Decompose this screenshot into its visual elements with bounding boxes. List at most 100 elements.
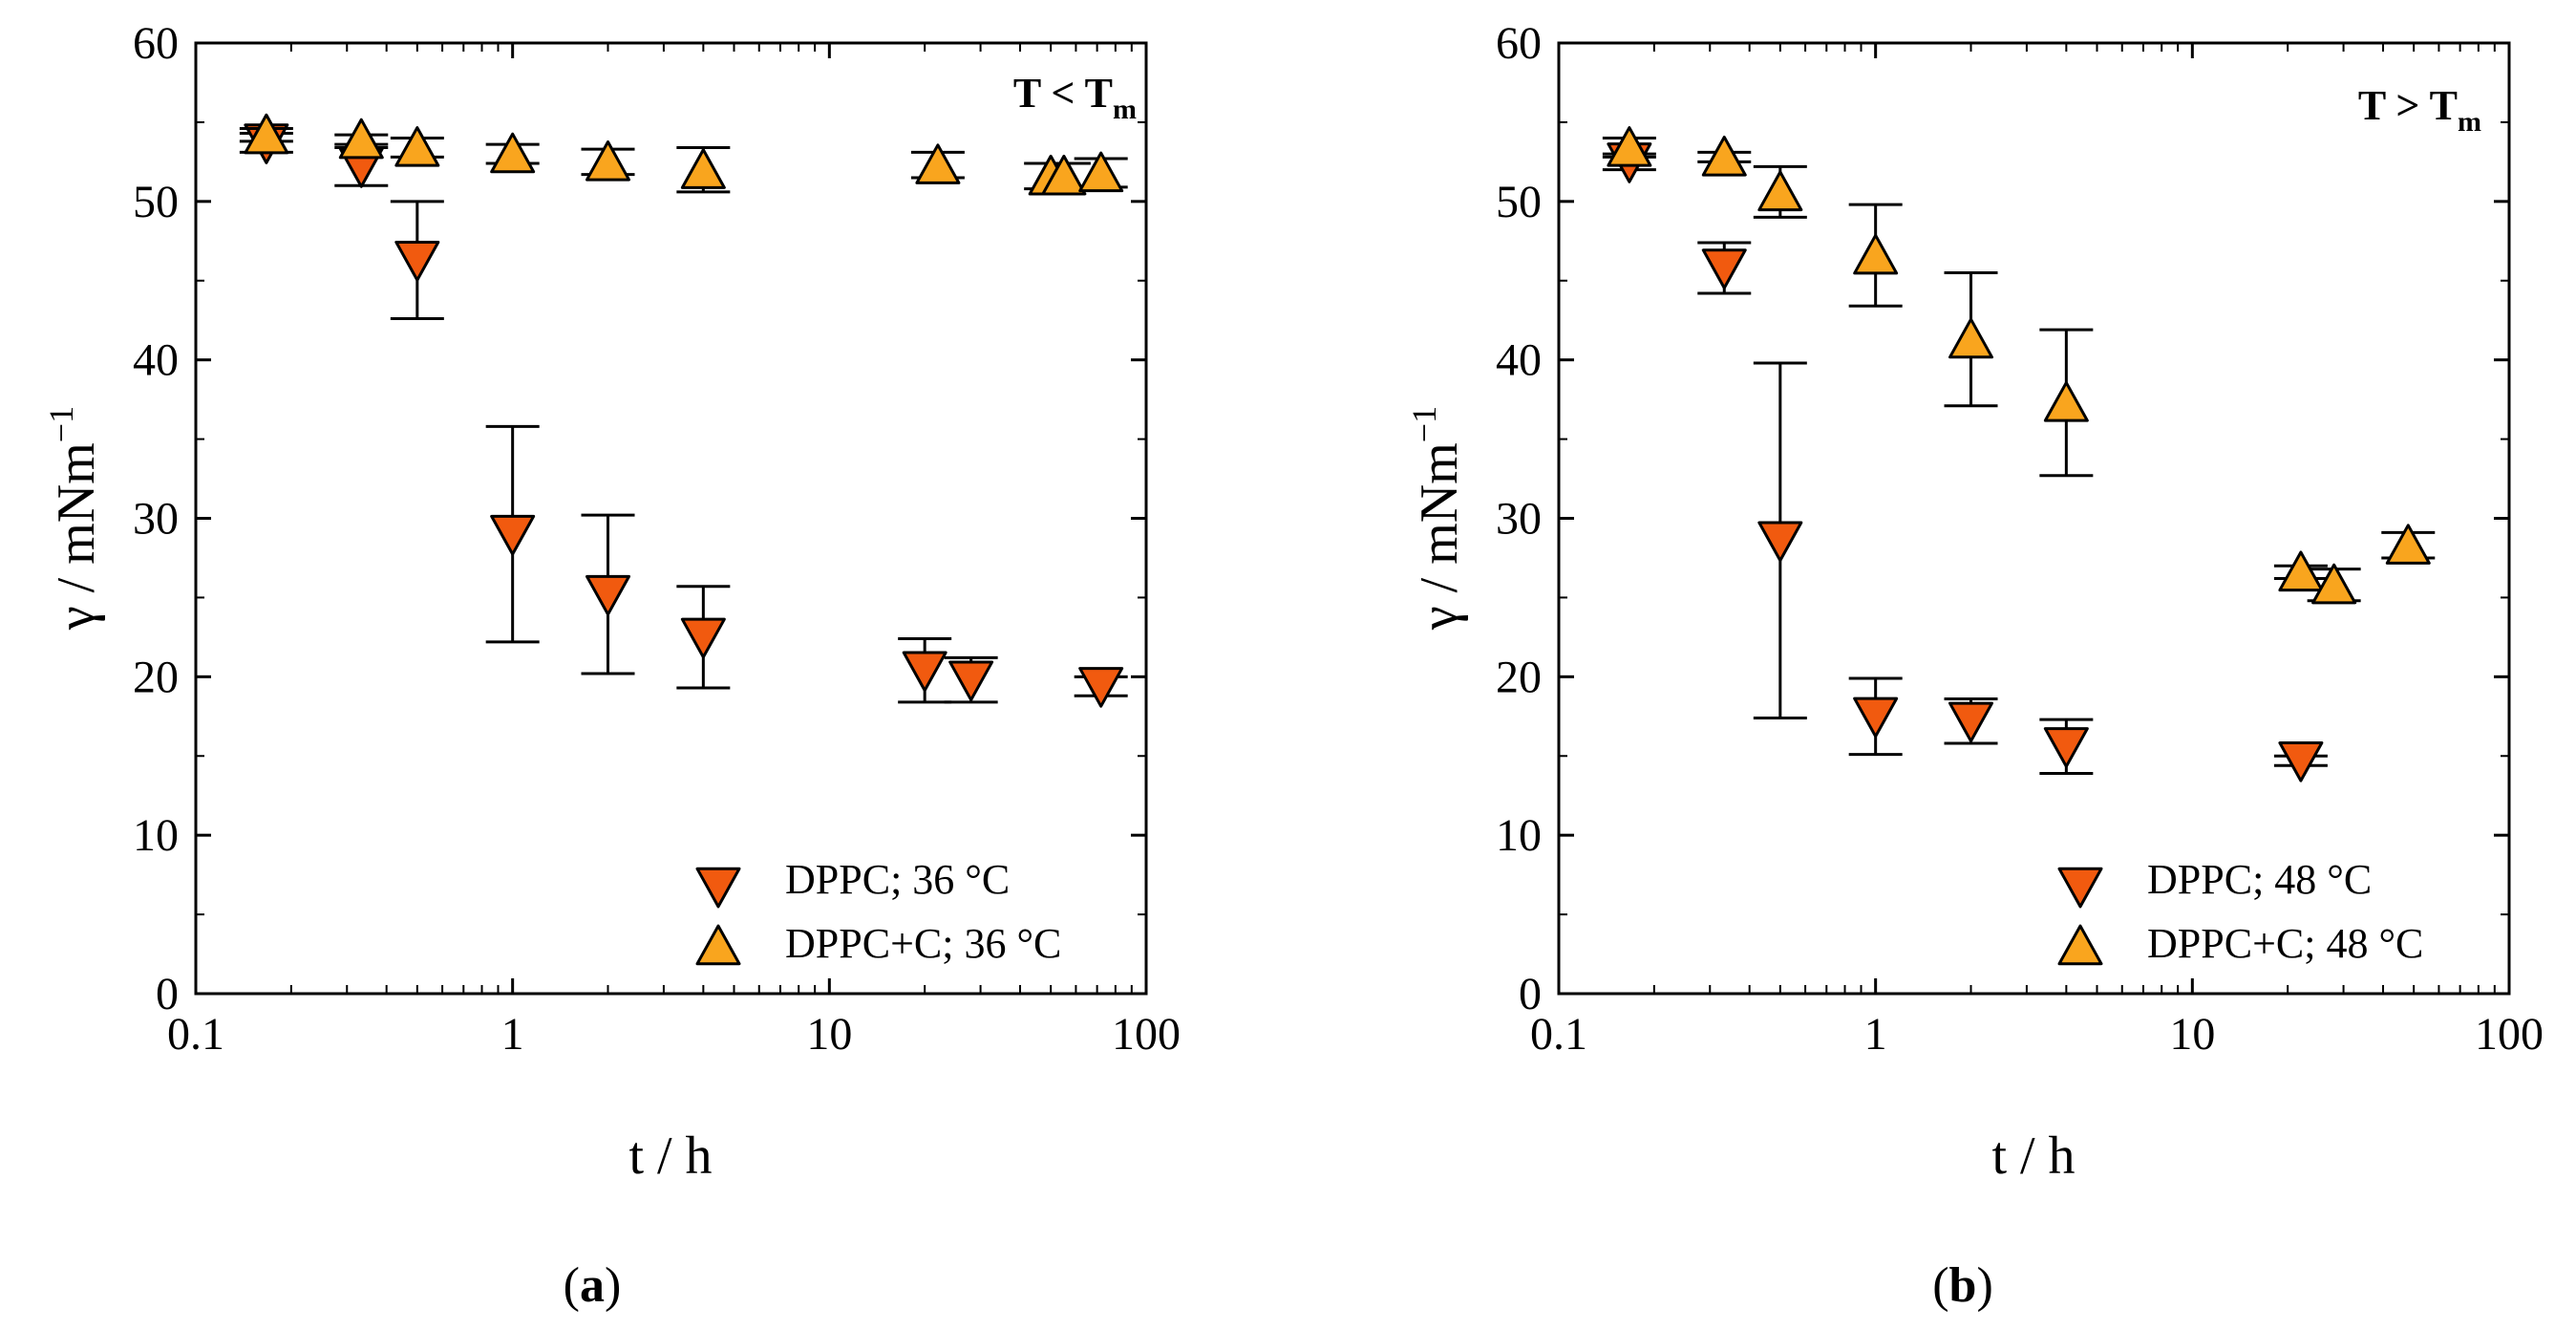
data-point-dppc-c [1853,233,1899,275]
data-point-dppc [1701,248,1747,289]
data-point-dppc [1948,701,1994,743]
data-point-dppc [680,617,726,659]
legend-marker-dppc-c [2057,924,2103,966]
legend-marker-dppc [695,867,741,909]
legend-label-dppc-c: DPPC+C; 36 °C [785,920,1061,967]
plot-frame [1557,41,2511,996]
axis-ticks [1557,41,2511,996]
y-tick-label: 40 [1496,335,1542,386]
data-point-dppc [1757,521,1803,563]
legend-symbol-dppc-c [2057,924,2103,966]
x-tick-label: 0.1 [167,1009,224,1060]
x-tick-label: 10 [806,1009,852,1060]
legend-label-dppc-c: DPPC+C; 48 °C [2147,920,2423,967]
panel-label-a: (a) [564,1258,622,1313]
data-point-dppc-c [1078,151,1124,193]
data-marks [239,113,1128,708]
data-point-dppc [948,660,994,702]
y-tick-label: 10 [133,810,179,861]
y-axis-title: γ / mNm−1 [42,406,106,631]
y-tick-label: 30 [1496,494,1542,545]
data-point-dppc-c [1757,170,1803,212]
x-axis-title: t / h [628,1126,712,1186]
data-marks [1602,126,2436,782]
data-point-dppc-c [394,126,440,167]
panel-label-letter: b [1949,1258,1977,1313]
panel-label-close: ) [1976,1258,1992,1313]
data-point-dppc-c [1701,136,1747,177]
legend: DPPC; 36 °C DPPC+C; 36 °C [695,856,1061,967]
axis-ticks [194,41,1148,996]
y-tick-label: 30 [133,494,179,545]
temperature-annotation: T < Tm [1013,70,1137,125]
legend-label-dppc: DPPC; 36 °C [785,856,1010,903]
panel-label-open: ( [564,1258,580,1313]
data-point-dppc-c [1607,126,1652,167]
y-tick-label: 50 [1496,177,1542,227]
x-tick-label: 1 [501,1009,524,1060]
data-point-dppc-c [1948,317,1994,359]
legend: DPPC; 48 °C DPPC+C; 48 °C [2057,856,2423,967]
data-point-dppc-c [2278,550,2324,592]
data-point-dppc-c [244,113,289,155]
y-tick-label: 60 [133,18,179,69]
annotation-main: T > T [2358,82,2458,129]
y-tick-labels: 0 10 20 30 40 50 60 [133,18,179,1019]
y-tick-label: 50 [133,177,179,227]
annotation-subscript: m [2458,106,2481,138]
data-point-dppc-c [1041,154,1087,196]
legend-label-dppc: DPPC; 48 °C [2147,856,2372,903]
y-tick-label: 20 [1496,652,1542,702]
y-axis-title-main: γ / mNm [1410,442,1469,631]
x-tick-label: 1 [1864,1009,1887,1060]
data-point-dppc [2278,741,2324,782]
y-tick-label: 40 [133,335,179,386]
legend-marker-dppc [2057,867,2103,909]
data-point-dppc [1078,667,1124,708]
panel-label-letter: a [580,1258,605,1313]
y-axis-title-superscript: −1 [42,406,80,442]
legend-symbol-dppc [695,867,741,909]
data-point-dppc-c [915,143,961,184]
x-tick-label: 100 [2475,1009,2544,1060]
data-point-dppc-c [338,118,384,160]
y-tick-label: 60 [1496,18,1542,69]
y-tick-label: 0 [156,969,179,1019]
data-point-dppc [394,240,440,282]
data-point-dppc [1853,697,1899,739]
data-point-dppc [902,651,947,693]
x-tick-label: 0.1 [1530,1009,1587,1060]
data-point-dppc-c [2385,524,2431,565]
panel-label-open: ( [1932,1258,1948,1313]
data-point-dppc-c [2043,381,2089,422]
legend-marker-dppc-c [695,924,741,966]
panel-label-close: ) [605,1258,621,1313]
y-tick-label: 20 [133,652,179,702]
temperature-annotation: T > Tm [2358,82,2481,138]
y-tick-labels: 0 10 20 30 40 50 60 [1496,18,1542,1019]
data-point-dppc-c [2311,563,2357,605]
annotation-main: T < T [1013,70,1113,117]
x-tick-label: 10 [2169,1009,2215,1060]
x-tick-labels: 0.1 1 10 100 [1530,1009,2544,1060]
legend-symbol-dppc [2057,867,2103,909]
annotation-subscript: m [1113,94,1137,125]
data-point-dppc [490,514,536,556]
x-tick-labels: 0.1 1 10 100 [167,1009,1181,1060]
y-axis-title-main: γ / mNm [47,442,106,631]
x-tick-label: 100 [1112,1009,1181,1060]
legend-symbol-dppc-c [695,924,741,966]
data-point-dppc [585,574,631,616]
y-axis-title-superscript: −1 [1405,406,1443,442]
data-point-dppc-c [490,132,536,174]
y-tick-label: 10 [1496,810,1542,861]
x-axis-title: t / h [1991,1126,2075,1186]
data-point-dppc-c [680,148,726,189]
panel-label-b: (b) [1932,1258,1993,1313]
data-point-dppc-c [585,139,631,182]
y-axis-title: γ / mNm−1 [1405,406,1469,631]
y-tick-label: 0 [1519,969,1542,1019]
